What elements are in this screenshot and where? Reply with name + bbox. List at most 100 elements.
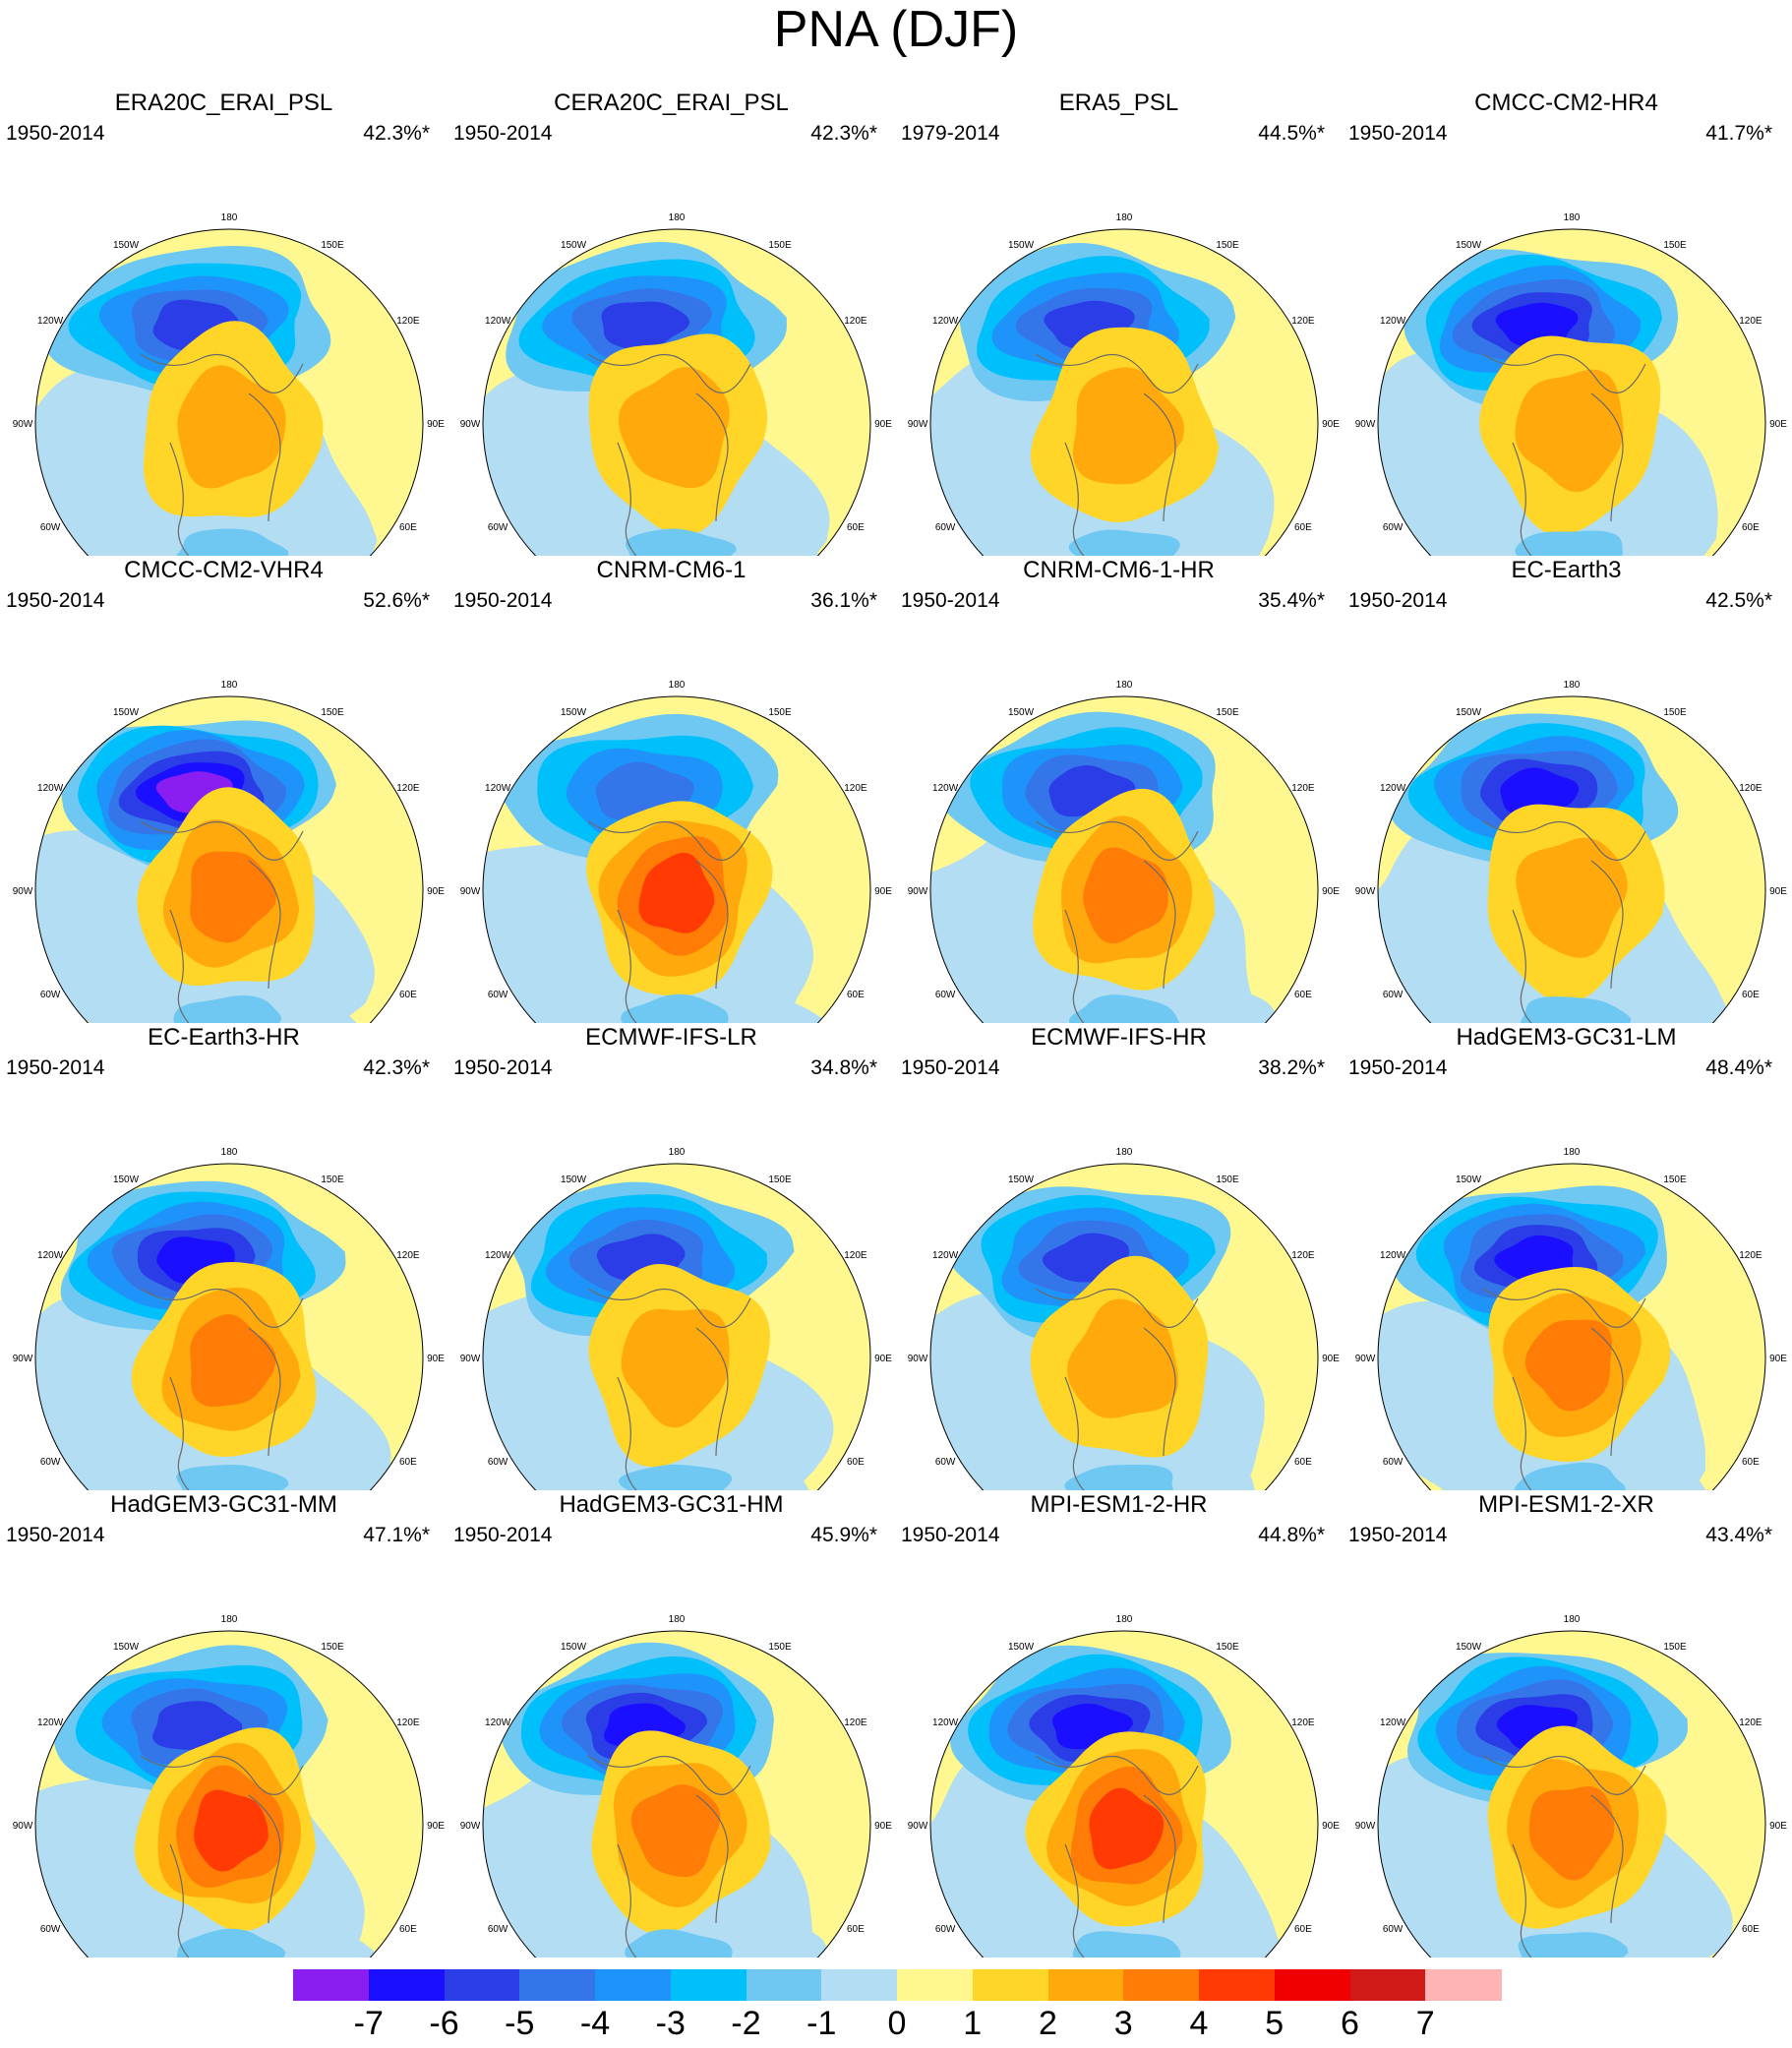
- atlantic-lobe: [1515, 530, 1623, 556]
- panel-period: 1950-2014: [453, 589, 553, 612]
- panel-explained-variance: 44.5%*: [1258, 122, 1325, 145]
- polar-map: 180150W150E120W120E90W90E60W60E30W30E0: [460, 1614, 892, 1958]
- longitude-label: 120W: [485, 316, 511, 327]
- polar-map: 180150W150E120W120E90W90E60W60E30W30E0: [1355, 212, 1787, 556]
- longitude-label: 90E: [1322, 886, 1340, 897]
- low-contour: [1494, 1235, 1574, 1281]
- polar-map: 180150W150E120W120E90W90E60W60E30W30E0: [13, 1614, 445, 1958]
- longitude-label: 60W: [1383, 990, 1404, 1000]
- longitude-label: 90W: [13, 1354, 33, 1364]
- chart-title: PNA (DJF): [773, 1, 1019, 58]
- panel-title: CNRM-CM6-1: [596, 557, 747, 583]
- map-panel: ECMWF-IFS-HR 1950-2014 38.2%* 180 150W 150E 12…: [895, 1023, 1343, 1490]
- longitude-label: 60E: [399, 1457, 417, 1468]
- negative-belt: [973, 967, 1277, 1023]
- colorbar-swatch: [293, 1969, 370, 2001]
- map-boundary: [1377, 1163, 1766, 1490]
- colorbar: -7 -6 -5 -4 -3 -2 -1 0 1 2 3 4 5 6 7: [293, 1969, 1502, 2043]
- longitude-label: 60W: [1383, 522, 1404, 533]
- longitude-label: 120W: [1380, 316, 1406, 327]
- panel-period: 1950-2014: [901, 1056, 1000, 1079]
- high-contour: [1528, 1786, 1615, 1881]
- panel-period: 1950-2014: [453, 1056, 553, 1079]
- longitude-label: 60E: [847, 1457, 865, 1468]
- map-panel: EC-Earth3 1950-2014 42.5%* 180 150W 150E 120W 1…: [1343, 556, 1790, 1023]
- longitude-label: 120W: [932, 1717, 959, 1728]
- longitude-label: 150E: [321, 1175, 344, 1185]
- longitude-label: 180: [221, 212, 238, 223]
- map-field: [35, 696, 423, 1023]
- longitude-label: 90E: [427, 419, 445, 430]
- longitude-label: 60W: [935, 1924, 956, 1935]
- longitude-label: 60W: [40, 1924, 61, 1935]
- longitude-label: 60W: [40, 1457, 61, 1468]
- map-field: [483, 1164, 870, 1490]
- map-panel: CNRM-CM6-1 1950-2014 36.1%* 180 150W 150E 120W…: [448, 556, 895, 1023]
- coastline: [1482, 820, 1646, 1023]
- panel-period: 1950-2014: [901, 589, 1000, 612]
- longitude-label: 90E: [1769, 1354, 1787, 1364]
- panel-title: HadGEM3-GC31-HM: [559, 1491, 784, 1518]
- atlantic-lobe: [1064, 1464, 1174, 1490]
- longitude-label: 90E: [1322, 1821, 1340, 1832]
- map-panel: CNRM-CM6-1-HR 1950-2014 35.4%* 180 150W 150E 1…: [895, 556, 1343, 1023]
- colorbar-swatch: [519, 1969, 596, 2001]
- longitude-label: 120W: [485, 1250, 511, 1261]
- colorbar-swatch: [1349, 1969, 1426, 2001]
- longitude-label: 90W: [908, 886, 928, 897]
- panel-title: CERA20C_ERAI_PSL: [554, 90, 789, 116]
- atlantic-lobe: [625, 1929, 733, 1958]
- panel-period: 1950-2014: [1348, 1056, 1448, 1079]
- high-contour: [638, 852, 715, 934]
- coastline: [1035, 353, 1199, 556]
- longitude-label: 120E: [396, 316, 420, 327]
- longitude-label: 90W: [1355, 1821, 1376, 1832]
- longitude-label: 150W: [113, 1642, 140, 1653]
- map-field: [35, 1631, 423, 1958]
- panel-explained-variance: 44.8%*: [1258, 1524, 1325, 1546]
- panel-explained-variance: 36.1%*: [810, 589, 877, 612]
- longitude-label: 150E: [321, 1642, 344, 1653]
- high-contour: [1067, 1298, 1178, 1418]
- map-field: [35, 229, 423, 556]
- longitude-label: 90W: [460, 886, 481, 897]
- longitude-label: 90E: [1322, 1354, 1340, 1364]
- panel-period: 1950-2014: [453, 1524, 553, 1546]
- colorbar-tick-label: -6: [429, 2005, 459, 2042]
- longitude-label: 120E: [844, 1717, 867, 1728]
- longitude-label: 60E: [1742, 1924, 1760, 1935]
- longitude-label: 90E: [427, 1354, 445, 1364]
- colorbar-tick-label: 5: [1265, 2005, 1284, 2042]
- atlantic-lobe: [1068, 994, 1180, 1023]
- map-field: [1378, 1631, 1765, 1958]
- map-boundary: [482, 1630, 871, 1958]
- coastline: [1482, 353, 1646, 556]
- longitude-label: 150E: [321, 707, 344, 718]
- map-panel: CERA20C_ERAI_PSL 1950-2014 42.3%* 180 150W 15…: [448, 89, 895, 556]
- longitude-label: 180: [669, 212, 686, 223]
- longitude-label: 180: [1564, 212, 1581, 223]
- map-field: [1378, 229, 1765, 556]
- high-contour: [621, 1308, 730, 1428]
- longitude-label: 150E: [768, 240, 792, 251]
- colorbar-tick-label: 7: [1415, 2005, 1435, 2042]
- polar-map: 180150W150E120W120E90W90E60W60E30W30E0: [13, 1147, 445, 1490]
- longitude-label: 120E: [1291, 783, 1315, 794]
- panel-explained-variance: 42.3%*: [363, 122, 430, 145]
- polar-map: 180150W150E120W120E90W90E60W60E30W30E0: [1355, 680, 1787, 1023]
- longitude-label: 180: [669, 680, 686, 691]
- polar-map: 180150W150E120W120E90W90E60W60E30W30E0: [13, 680, 445, 1023]
- negative-belt: [1401, 497, 1696, 556]
- map-boundary: [1377, 695, 1766, 1023]
- panel-period: 1950-2014: [6, 1524, 105, 1546]
- longitude-label: 150W: [1008, 1642, 1035, 1653]
- longitude-label: 60E: [847, 990, 865, 1000]
- longitude-label: 180: [1564, 1614, 1581, 1625]
- longitude-label: 120W: [37, 1250, 64, 1261]
- map-field: [930, 696, 1318, 1023]
- negative-belt: [959, 497, 1260, 556]
- longitude-label: 60E: [1742, 522, 1760, 533]
- map-boundary: [929, 228, 1319, 556]
- colorbar-tick-label: -5: [505, 2005, 535, 2042]
- high-contour: [1089, 1787, 1165, 1870]
